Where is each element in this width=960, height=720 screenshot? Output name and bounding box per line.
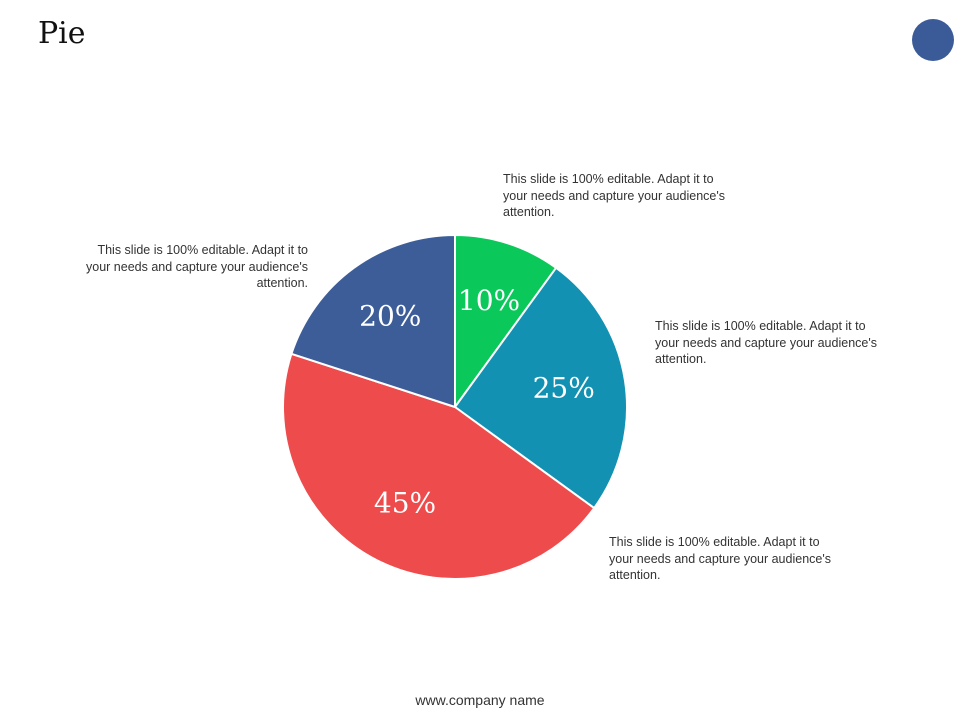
slice-label-20: 20% [359,299,421,332]
note-right: This slide is 100% editable. Adapt it to… [655,319,877,366]
slice-label-10: 10% [458,284,520,317]
pie-slice-25 [453,266,628,510]
note-top-right: This slide is 100% editable. Adapt it to… [503,172,725,219]
note-bottom-right: This slide is 100% editable. Adapt it to… [609,535,831,582]
slice-label-25: 25% [533,371,595,404]
pie-slice-45 [281,352,596,581]
pie-slice-20 [290,233,456,409]
slice-label-45: 45% [374,487,436,520]
note-left: This slide is 100% editable. Adapt it to… [86,243,308,290]
slide-title: Pie [38,16,86,51]
pie-slice-10 [454,233,558,411]
corner-dot-icon [912,19,954,61]
footer-url: www.company name [415,692,545,708]
